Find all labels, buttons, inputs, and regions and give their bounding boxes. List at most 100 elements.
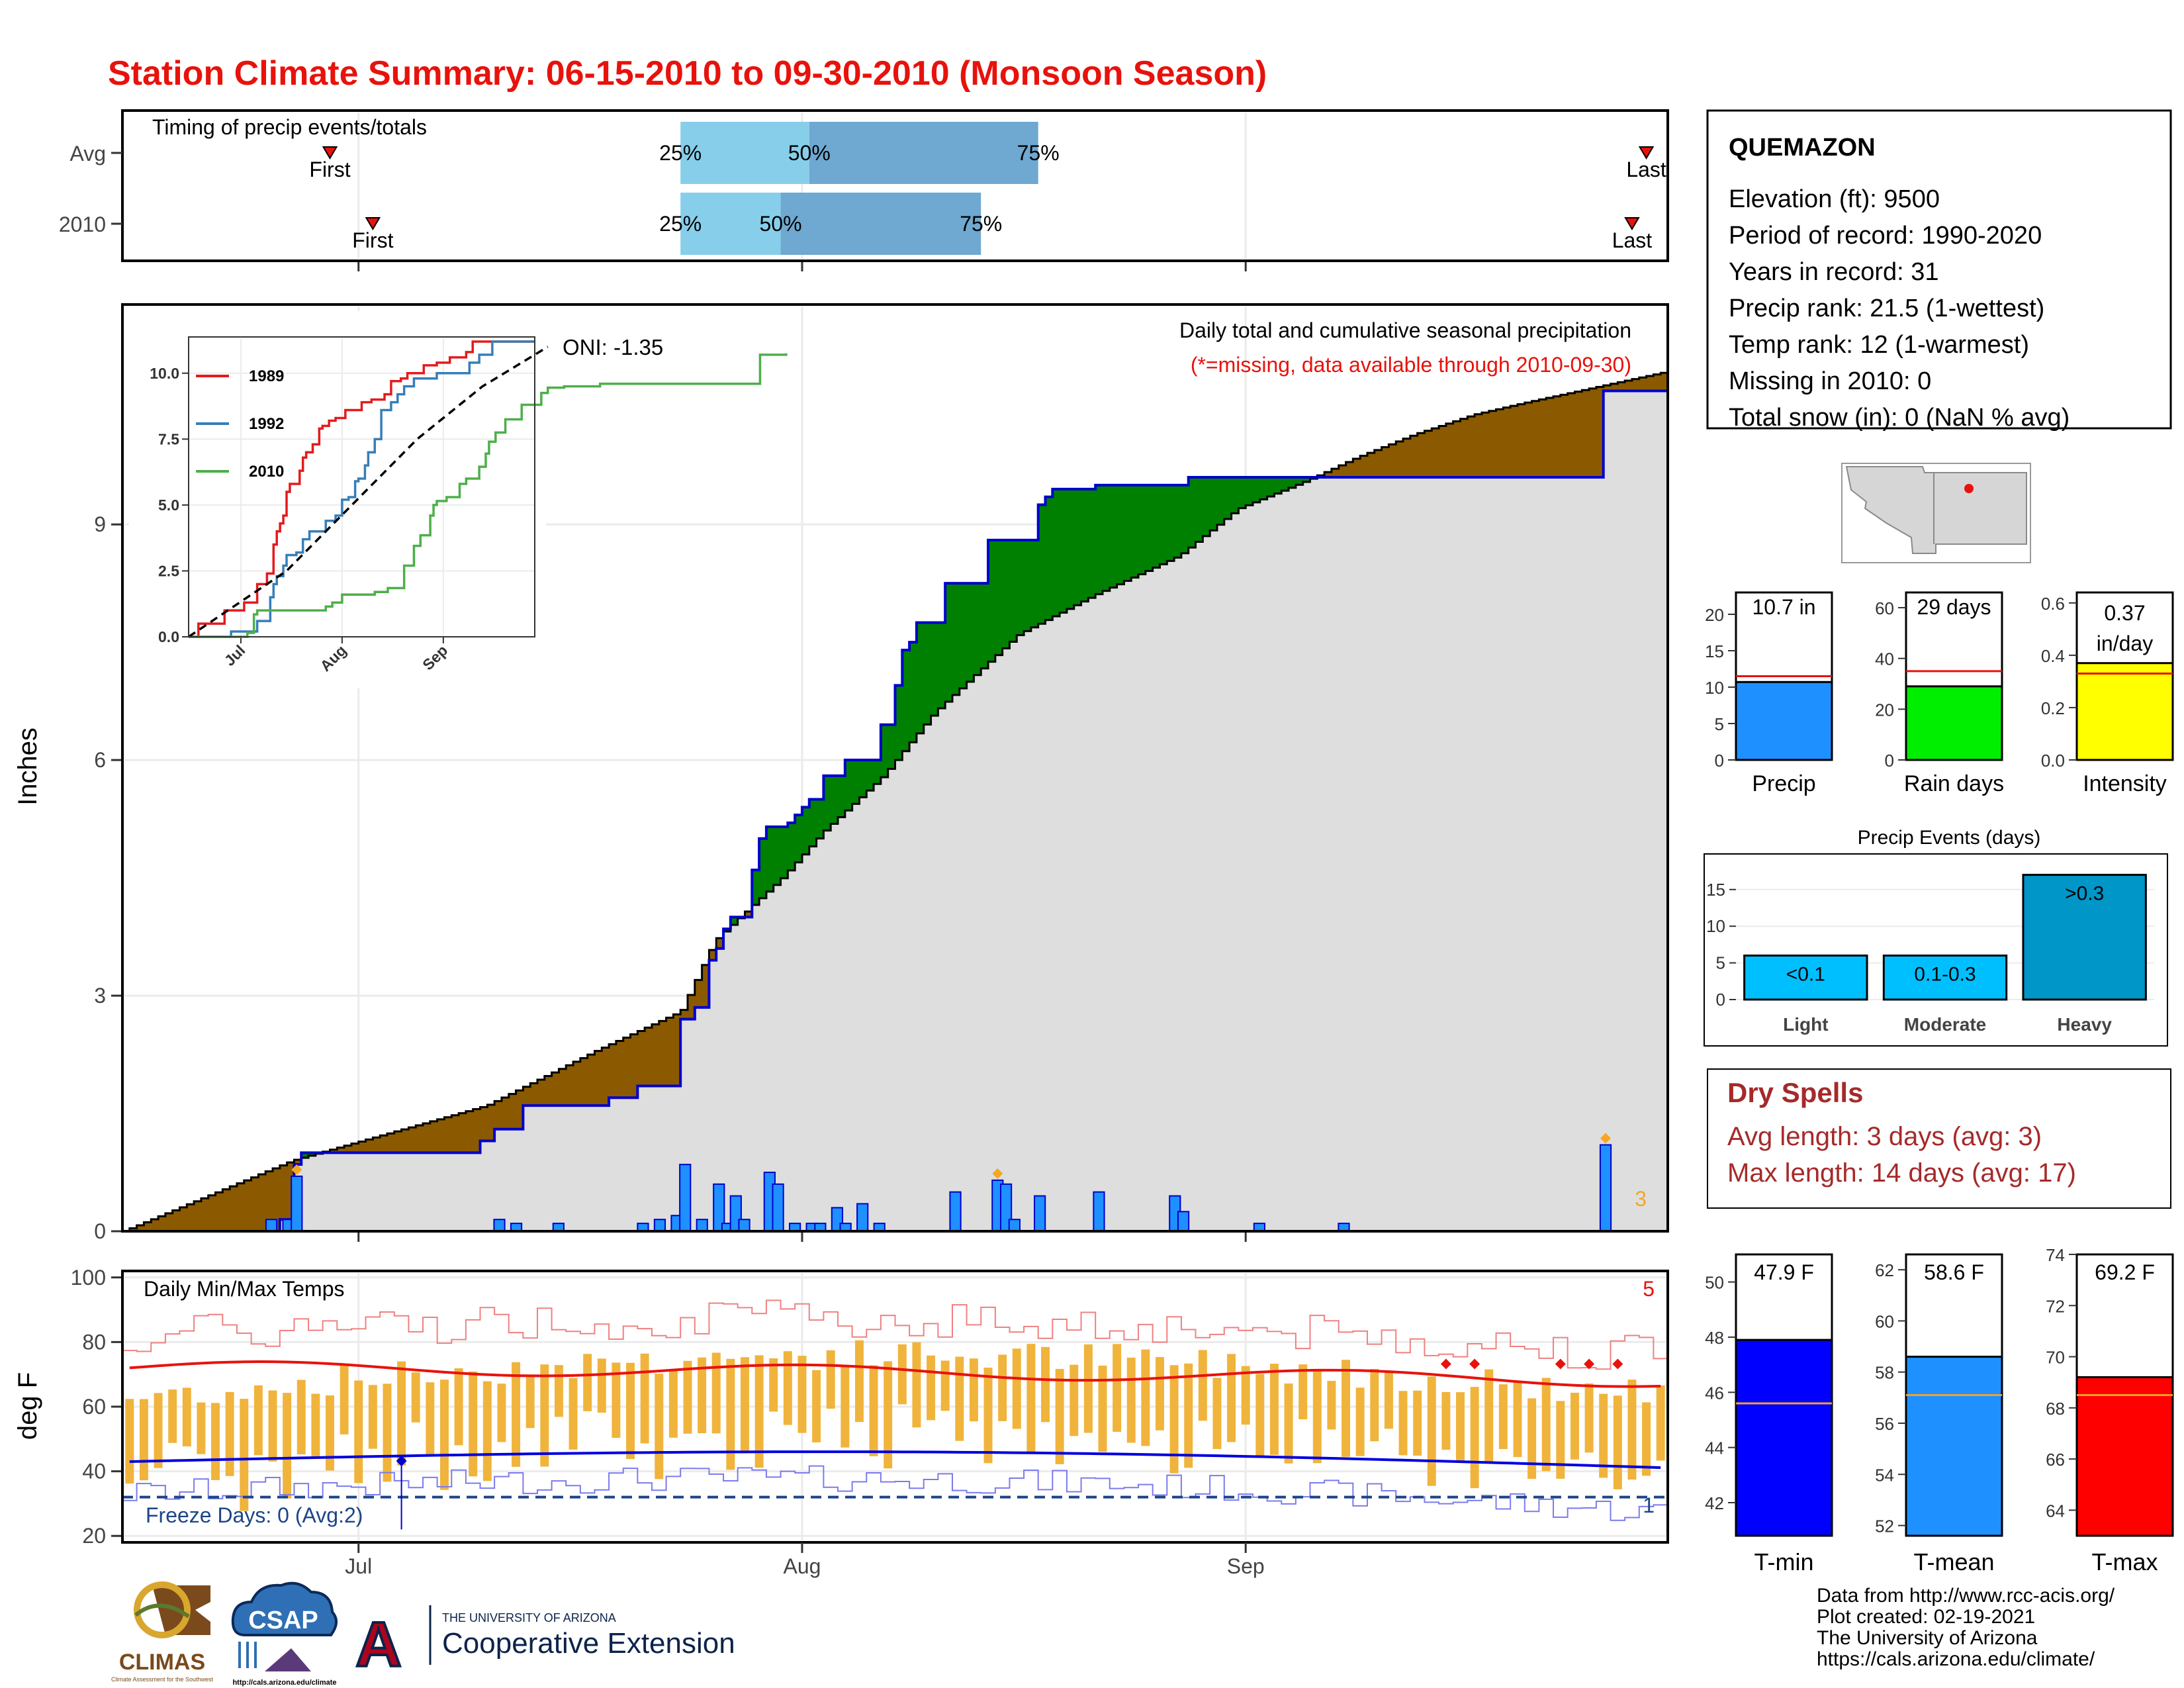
above-average-fill xyxy=(301,1152,309,1158)
above-average-fill xyxy=(1195,477,1203,542)
temp-ylabel: deg F xyxy=(13,1372,42,1440)
daily-temp-range-bar xyxy=(139,1399,148,1481)
above-average-fill xyxy=(1073,489,1082,606)
gauge-bar xyxy=(1735,680,1833,761)
above-average-fill xyxy=(1131,485,1139,578)
daily-temp-range-bar xyxy=(469,1371,478,1477)
below-average-fill xyxy=(580,1058,588,1106)
daily-temp-range-bar xyxy=(597,1358,606,1413)
temp-gauge-tick-label: 52 xyxy=(1875,1517,1894,1536)
above-average-fill xyxy=(1095,485,1103,594)
main-corner-count: 3 xyxy=(1635,1187,1647,1211)
below-average-fill xyxy=(1381,447,1390,478)
events-category-label: Heavy xyxy=(2057,1014,2112,1035)
events-bar xyxy=(1743,955,1868,1001)
below-average-fill xyxy=(222,1189,230,1231)
first-event-marker xyxy=(322,146,338,160)
above-average-fill xyxy=(1216,477,1225,525)
below-average-fill xyxy=(1603,385,1612,391)
record-high-marker xyxy=(1469,1358,1480,1370)
daily-temp-range-bar xyxy=(397,1361,406,1466)
below-average-fill xyxy=(1338,465,1347,478)
below-average-fill xyxy=(630,1034,638,1098)
timing-frame xyxy=(121,109,1669,262)
daily-precip-bar xyxy=(1008,1219,1021,1232)
above-average-fill xyxy=(788,823,796,870)
temp-gauge-tick-label: 60 xyxy=(1875,1311,1894,1331)
daily-temp-range-bar xyxy=(927,1355,936,1421)
above-average-fill xyxy=(1088,489,1096,598)
daily-precip-bar xyxy=(696,1219,708,1232)
below-average-fill xyxy=(1589,388,1597,478)
last-event-label: Last xyxy=(1626,158,1666,181)
daily-temp-range-bar xyxy=(754,1355,764,1468)
daily-temp-range-bar xyxy=(1012,1348,1021,1429)
above-average-fill xyxy=(730,917,739,925)
below-average-fill xyxy=(351,1143,359,1153)
above-average-fill xyxy=(1160,485,1167,565)
gauge-tick-label: 15 xyxy=(1705,641,1724,661)
inset-background xyxy=(129,311,546,688)
above-average-fill xyxy=(1302,477,1311,483)
below-average-fill xyxy=(1345,462,1353,478)
daily-temp-range-bar xyxy=(1413,1390,1422,1456)
average-cumulative-line xyxy=(122,371,1669,1233)
below-average-fill xyxy=(716,938,724,949)
below-average-fill xyxy=(1639,377,1647,391)
observed-cumulative-line xyxy=(122,387,1669,1233)
gauge-bar xyxy=(1905,685,2003,761)
ua-logo-small-text: THE UNIVERSITY OF ARIZONA xyxy=(442,1611,616,1624)
below-average-fill xyxy=(508,1094,517,1129)
daily-temp-range-bar xyxy=(283,1393,292,1499)
above-average-fill xyxy=(923,622,932,725)
csap-url: http://cals.arizona.edu/climate xyxy=(232,1679,336,1687)
events-bar-label: <0.1 xyxy=(1786,964,1825,986)
ua-logo-letter: A xyxy=(355,1609,401,1680)
daily-temp-range-bar xyxy=(1527,1398,1537,1479)
daily-precip-bar xyxy=(949,1191,962,1233)
daily-temp-range-bar xyxy=(497,1383,506,1442)
above-average-fill xyxy=(752,870,760,905)
above-average-fill xyxy=(1281,477,1289,491)
temp-gauge-tick-label: 50 xyxy=(1705,1273,1724,1293)
temp-gauge-tick-label: 68 xyxy=(2046,1399,2065,1419)
above-average-fill xyxy=(1238,477,1246,508)
footer-line-2: Plot created: 02-19-2021 xyxy=(1817,1606,2035,1628)
below-average-fill xyxy=(1625,381,1633,391)
below-average-fill xyxy=(516,1090,523,1129)
below-average-fill xyxy=(1574,391,1582,478)
last-event-marker xyxy=(1624,217,1640,230)
daily-temp-range-bar xyxy=(1069,1364,1079,1436)
climas-logo-text: CLIMAS xyxy=(119,1650,205,1675)
first-event-marker xyxy=(365,217,381,230)
below-average-fill xyxy=(609,1044,617,1098)
above-average-fill xyxy=(1038,504,1046,624)
daily-precip-bar xyxy=(1599,1144,1612,1233)
footer-line-3: The University of Arizona xyxy=(1817,1627,2038,1649)
timing-bar-25-50 xyxy=(680,122,809,184)
daily-temp-range-bar xyxy=(1456,1392,1465,1462)
below-average-fill xyxy=(251,1177,259,1231)
daily-precip-bar xyxy=(265,1219,278,1232)
below-average-fill xyxy=(158,1216,166,1231)
daily-temp-range-bar xyxy=(211,1403,220,1480)
below-average-fill xyxy=(1539,399,1547,478)
below-average-fill xyxy=(194,1201,202,1231)
below-average-fill xyxy=(1617,382,1625,391)
above-average-fill xyxy=(916,622,925,733)
daily-temp-range-bar xyxy=(168,1389,177,1443)
below-average-fill xyxy=(1631,379,1640,391)
below-average-fill xyxy=(1596,387,1604,478)
below-average-fill xyxy=(1553,396,1561,478)
precip-events-chart: Precip Events (days) 0 5 10 15 <0.1 Light 0.1-… xyxy=(1704,827,2168,1047)
below-average-fill xyxy=(344,1145,352,1153)
above-average-fill xyxy=(1024,539,1032,632)
below-average-fill xyxy=(1503,407,1511,478)
daily-temp-range-bar xyxy=(512,1362,521,1467)
below-average-fill xyxy=(1517,404,1525,478)
events-y-tick-label: 0 xyxy=(1716,990,1725,1009)
temp-y-tick-label: 60 xyxy=(82,1395,106,1419)
daily-temp-range-bar xyxy=(683,1360,692,1434)
